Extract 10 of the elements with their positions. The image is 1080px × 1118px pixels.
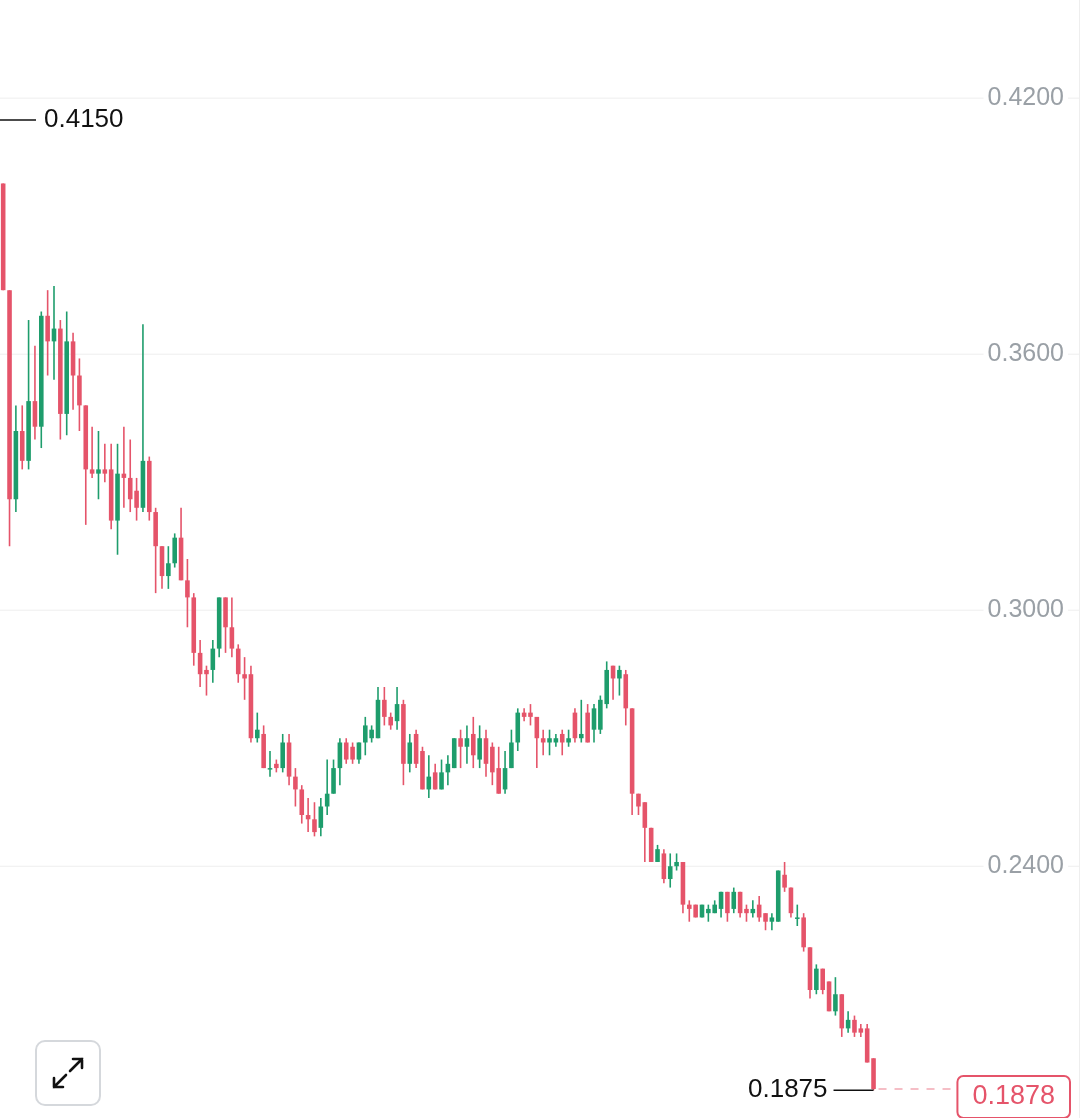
y-tick-label: 0.4200 — [987, 82, 1064, 111]
candlestick — [96, 430, 101, 501]
candlestick — [458, 728, 463, 769]
ref-line-label: 0.1878 — [972, 1080, 1056, 1111]
y-tick-label: 0.3600 — [987, 338, 1064, 367]
y-tick-label: 0.2400 — [987, 850, 1064, 879]
y-tick-label: 0.3000 — [987, 594, 1064, 623]
candlestick — [477, 724, 482, 769]
annotation: 0.4150 — [44, 103, 124, 134]
annotation: 0.1875 — [748, 1073, 828, 1104]
